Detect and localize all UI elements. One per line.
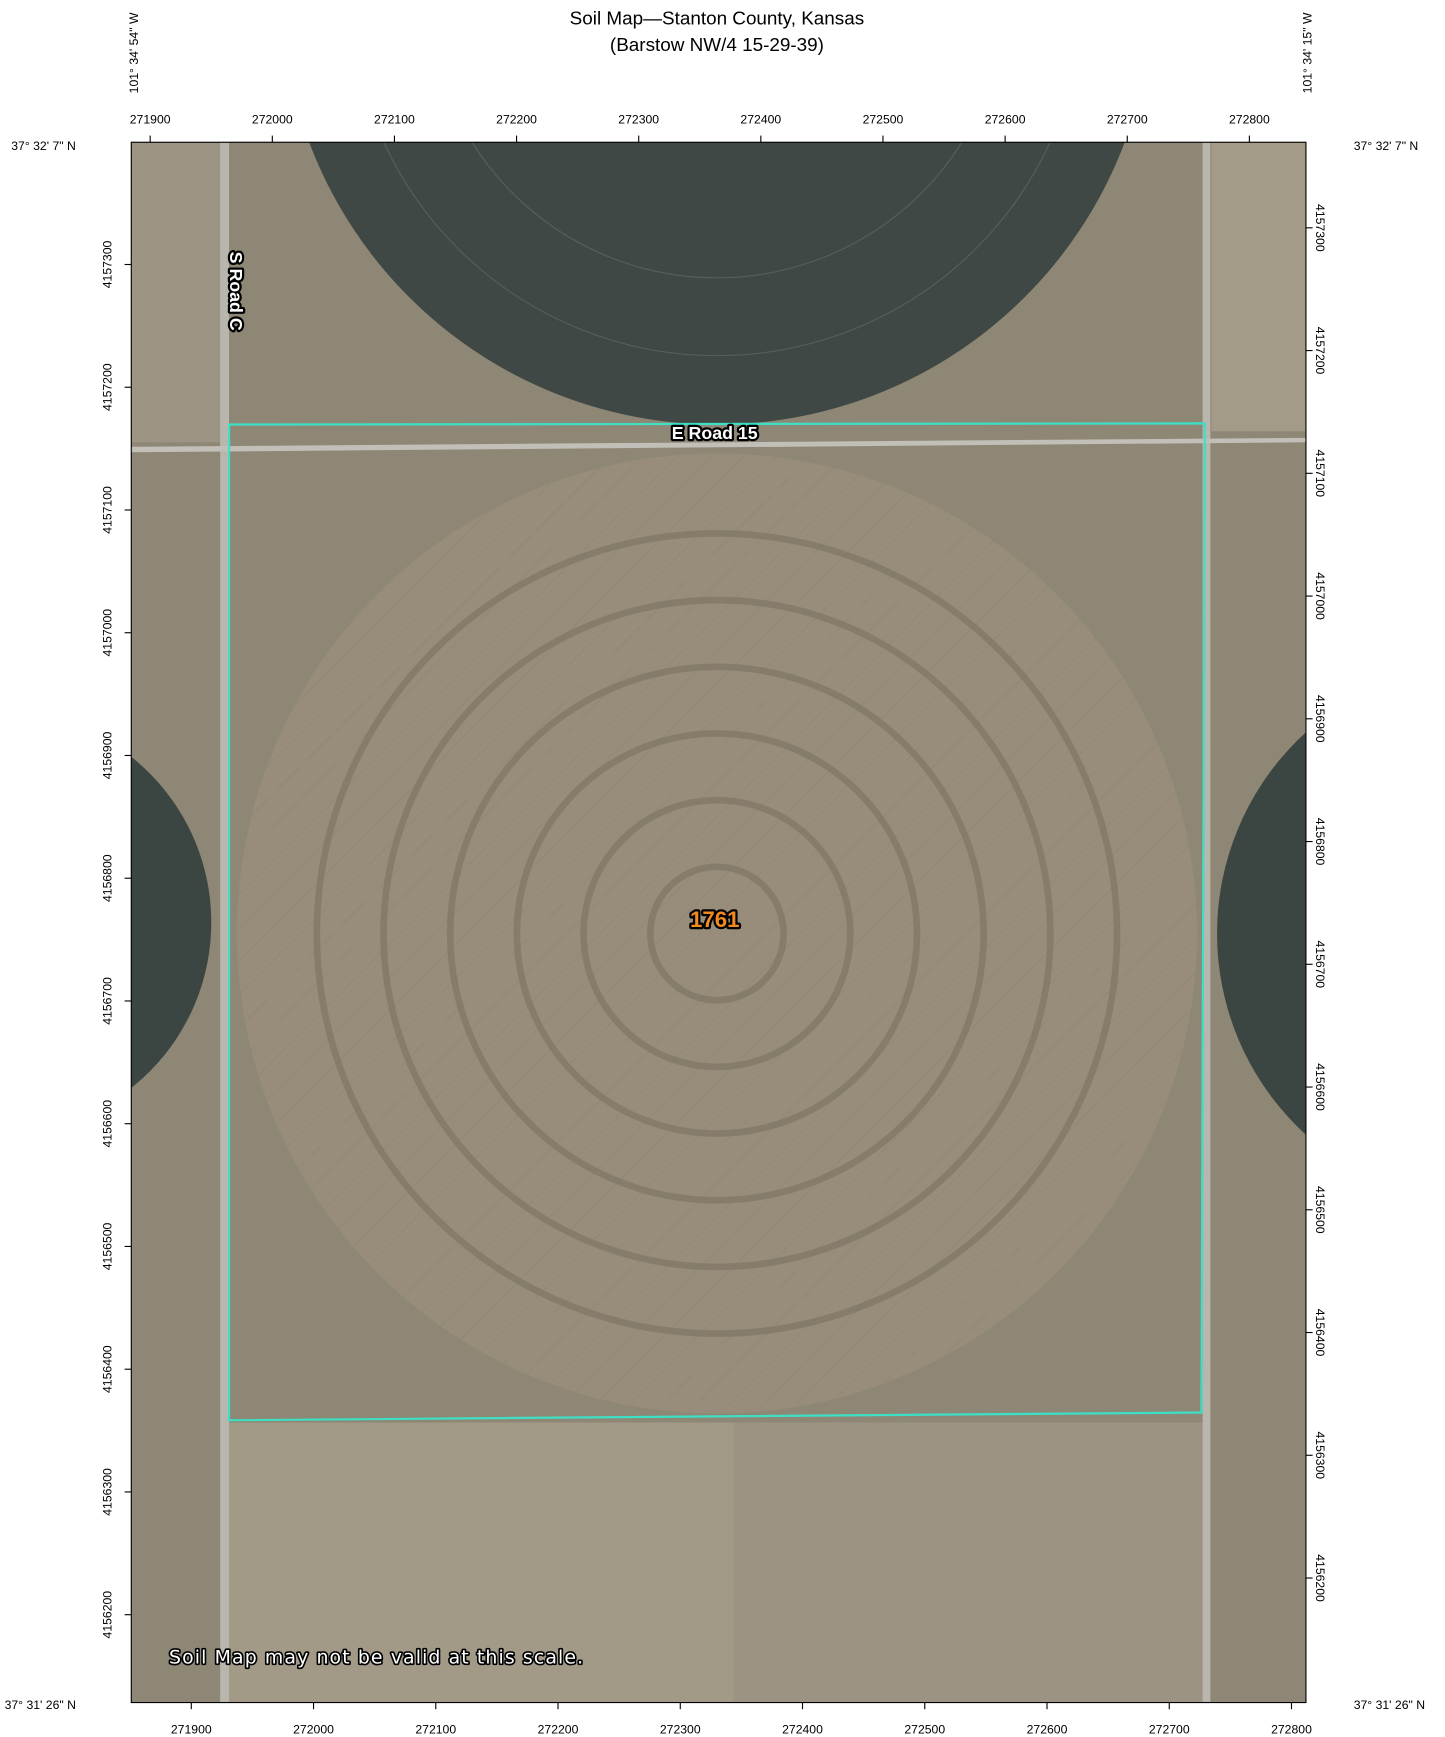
map-unit-label: 1761	[690, 907, 739, 932]
northing-label: 4156700	[1313, 941, 1327, 989]
northing-label: 4157200	[1313, 327, 1327, 375]
northing-label: 4156200	[1313, 1554, 1327, 1602]
northing-label: 4157000	[1313, 572, 1327, 620]
northing-label: 4156500	[100, 1222, 114, 1270]
easting-label: 272800	[1271, 1723, 1312, 1737]
easting-label: 271900	[130, 112, 171, 126]
area-of-interest	[227, 422, 1206, 1422]
easting-label: 272100	[415, 1723, 456, 1737]
map-title: Soil Map—Stanton County, Kansas	[570, 8, 864, 29]
easting-label: 272400	[782, 1723, 823, 1737]
map-subtitle: (Barstow NW/4 15-29-39)	[610, 35, 824, 56]
easting-label: 272200	[496, 112, 537, 126]
easting-label: 272700	[1149, 1723, 1190, 1737]
northing-label: 4156400	[1313, 1309, 1327, 1357]
easting-label: 272000	[293, 1723, 334, 1737]
northing-label: 4157100	[1313, 450, 1327, 498]
northing-label: 4156700	[100, 977, 114, 1025]
easting-label: 272800	[1229, 112, 1270, 126]
easting-label: 271900	[171, 1723, 212, 1737]
road-label: E Road 15	[672, 423, 758, 443]
northing-label: 4156900	[100, 731, 114, 779]
easting-label: 272600	[985, 112, 1026, 126]
northing-label: 4156400	[100, 1345, 114, 1393]
northing-label: 4156300	[100, 1468, 114, 1516]
longitude-label: 101° 34' 15" W	[1301, 12, 1315, 93]
northing-label: 4156500	[1313, 1186, 1327, 1234]
northing-label: 4157300	[1313, 204, 1327, 252]
latitude-label: 37° 31' 26" N	[5, 1698, 76, 1712]
northing-label: 4156800	[100, 854, 114, 902]
latitude-label: 37° 32' 7" N	[11, 139, 76, 153]
northing-label: 4157200	[100, 363, 114, 411]
easting-label: 272300	[618, 112, 659, 126]
easting-label: 272500	[904, 1723, 945, 1737]
easting-label: 272100	[374, 112, 415, 126]
northing-label: 4156200	[100, 1591, 114, 1639]
northing-label: 4156600	[1313, 1063, 1327, 1111]
easting-label: 272400	[740, 112, 781, 126]
northing-label: 4156800	[1313, 818, 1327, 866]
scale-notice: Soil Map may not be valid at this scale.	[169, 1647, 584, 1669]
latitude-label: 37° 31' 26" N	[1354, 1698, 1425, 1712]
easting-label: 272200	[538, 1723, 579, 1737]
northing-label: 4156900	[1313, 695, 1327, 743]
northing-label: 4157000	[100, 609, 114, 657]
northing-label: 4156600	[100, 1100, 114, 1148]
northing-label: 4157300	[100, 241, 114, 289]
northing-label: 4157100	[100, 486, 114, 534]
road-label: S Road C	[226, 252, 246, 331]
northing-label: 4156300	[1313, 1431, 1327, 1479]
easting-label: 272700	[1107, 112, 1148, 126]
easting-label: 272300	[660, 1723, 701, 1737]
easting-label: 272000	[252, 112, 293, 126]
easting-label: 272500	[863, 112, 904, 126]
longitude-label: 101° 34' 54" W	[127, 12, 141, 93]
latitude-label: 37° 32' 7" N	[1354, 139, 1419, 153]
easting-label: 272600	[1027, 1723, 1068, 1737]
